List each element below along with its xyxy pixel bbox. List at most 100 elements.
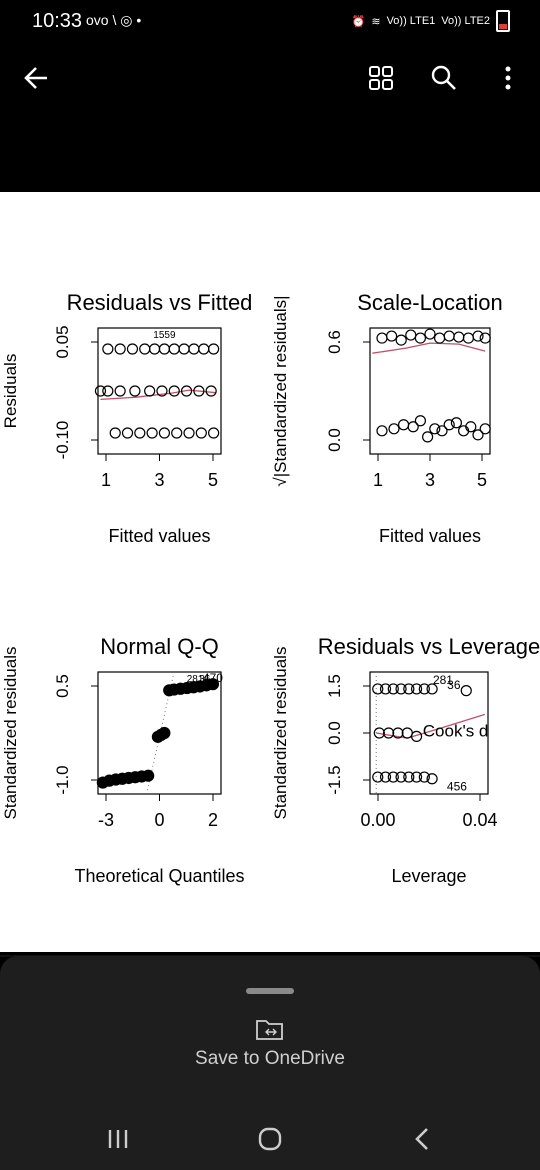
data-point bbox=[372, 683, 384, 695]
more-vertical-icon bbox=[505, 66, 511, 90]
y-tick-label: 0.0 bbox=[325, 428, 344, 452]
data-point bbox=[195, 427, 207, 439]
data-point bbox=[205, 385, 217, 397]
back-icon bbox=[415, 1128, 428, 1150]
y-tick-label: -0.10 bbox=[53, 421, 72, 460]
point-annotation: 281 bbox=[187, 674, 204, 685]
grid-button[interactable] bbox=[363, 60, 399, 96]
data-point bbox=[383, 727, 395, 739]
data-point bbox=[422, 431, 434, 443]
y-tick-label: 1.5 bbox=[325, 674, 344, 698]
data-point bbox=[392, 727, 404, 739]
y-tick-label: 0.05 bbox=[53, 325, 72, 358]
data-point bbox=[472, 330, 484, 342]
save-to-onedrive-button[interactable]: Save to OneDrive bbox=[170, 1014, 370, 1094]
data-point bbox=[479, 332, 491, 344]
data-point bbox=[121, 427, 134, 439]
back-button[interactable] bbox=[18, 60, 54, 96]
x-tick-label: 0 bbox=[154, 810, 164, 830]
data-point bbox=[188, 343, 200, 355]
sheet-handle[interactable] bbox=[246, 988, 294, 994]
y-axis-label: Standardized residuals bbox=[1, 647, 20, 820]
home-icon bbox=[258, 1127, 282, 1151]
status-time: 10:33 bbox=[32, 10, 83, 32]
point-annotation: 281 bbox=[433, 673, 453, 687]
data-point bbox=[134, 427, 146, 439]
data-point bbox=[129, 385, 141, 397]
back-nav-button[interactable] bbox=[402, 1124, 442, 1154]
y-axis-label: Residuals bbox=[1, 354, 20, 429]
data-point bbox=[443, 330, 455, 342]
navigation-bar bbox=[0, 1106, 540, 1170]
y-tick-label: -1.5 bbox=[325, 765, 344, 794]
plot-title: Residuals vs Leverage bbox=[318, 634, 540, 659]
recent-apps-icon bbox=[108, 1130, 128, 1148]
data-point bbox=[158, 427, 171, 439]
data-point bbox=[429, 423, 441, 435]
data-point bbox=[418, 771, 430, 783]
y-axis-label: √|Standardized residuals| bbox=[271, 295, 290, 486]
data-point bbox=[171, 427, 183, 439]
home-button[interactable] bbox=[250, 1124, 290, 1154]
data-point bbox=[410, 771, 423, 783]
x-tick-label: 5 bbox=[208, 470, 218, 490]
point-annotation: 36 bbox=[447, 678, 461, 692]
data-point bbox=[376, 332, 388, 344]
more-options-button[interactable] bbox=[490, 60, 526, 96]
image-viewer-toolbar bbox=[0, 42, 540, 112]
data-point bbox=[102, 385, 114, 397]
data-point bbox=[403, 683, 415, 695]
search-button[interactable] bbox=[426, 60, 462, 96]
grid-icon bbox=[369, 66, 393, 90]
data-point bbox=[373, 727, 385, 739]
data-point bbox=[126, 343, 139, 355]
data-point bbox=[405, 329, 417, 341]
data-point bbox=[407, 421, 419, 433]
data-point bbox=[144, 385, 156, 397]
data-point bbox=[418, 683, 430, 695]
plot-title: Scale-Location bbox=[357, 290, 503, 315]
smooth-line bbox=[372, 342, 486, 354]
data-point bbox=[168, 343, 180, 355]
data-point bbox=[168, 385, 180, 397]
data-point bbox=[198, 343, 210, 355]
x-tick-label: 1 bbox=[101, 470, 111, 490]
data-point bbox=[114, 385, 126, 397]
data-point bbox=[403, 771, 415, 783]
data-point bbox=[424, 328, 436, 340]
recent-apps-button[interactable] bbox=[98, 1124, 138, 1154]
x-axis-label: Leverage bbox=[391, 866, 466, 886]
x-axis-label: Fitted values bbox=[379, 526, 481, 546]
data-point bbox=[434, 332, 446, 344]
data-point bbox=[208, 343, 220, 355]
data-point bbox=[462, 332, 474, 344]
arrow-left-icon bbox=[24, 67, 47, 89]
y-tick-label: 0.5 bbox=[53, 674, 72, 698]
data-point bbox=[398, 419, 410, 431]
data-point bbox=[450, 417, 462, 429]
data-point bbox=[410, 683, 423, 695]
x-tick-label: 0.04 bbox=[462, 810, 497, 830]
data-point bbox=[414, 415, 426, 427]
dot-icon: • bbox=[136, 12, 142, 28]
data-point bbox=[208, 427, 220, 439]
data-point bbox=[372, 771, 384, 783]
data-point bbox=[148, 343, 161, 355]
point-annotation: 456 bbox=[447, 780, 467, 794]
diagnostic-plots: Residuals vs Fitted Fitted values Residual… bbox=[1, 290, 540, 886]
data-point bbox=[472, 429, 484, 441]
plot-title: Residuals vs Fitted bbox=[67, 290, 253, 315]
search-icon bbox=[431, 65, 456, 90]
data-point bbox=[401, 727, 413, 739]
data-point bbox=[465, 421, 477, 433]
data-point bbox=[388, 423, 400, 435]
image-viewer[interactable]: Residuals vs Fitted Fitted values Residual… bbox=[0, 192, 540, 952]
x-tick-label: 0.00 bbox=[360, 810, 395, 830]
alarm-icon: ⏰ bbox=[351, 15, 366, 28]
smooth-line bbox=[100, 389, 217, 401]
ovo-icon: ovo bbox=[86, 12, 109, 28]
x-tick-label: 5 bbox=[477, 470, 487, 490]
data-point bbox=[460, 685, 472, 697]
data-point bbox=[158, 343, 171, 355]
status-bar: 10:33 ovo \ ◎ • ⏰ ≋ Vo)) LTE1 Vo)) LTE2 bbox=[0, 0, 540, 42]
